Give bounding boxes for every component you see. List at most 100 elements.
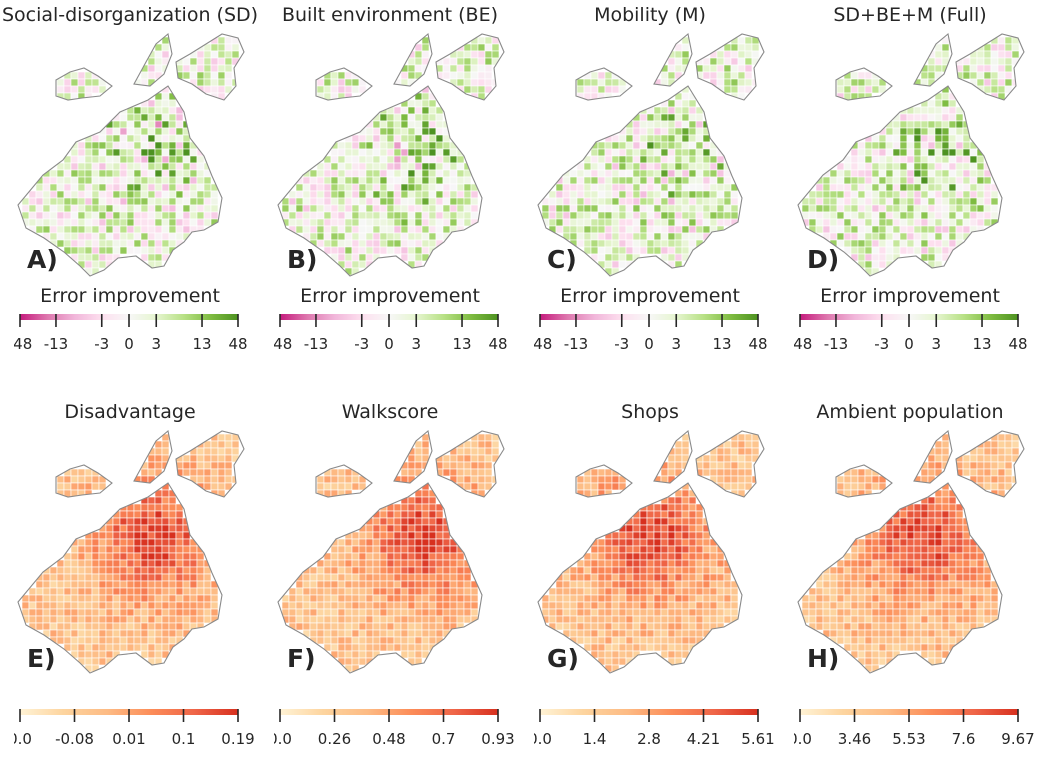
map-cell bbox=[836, 475, 845, 484]
map-cell bbox=[871, 538, 880, 547]
map-cell bbox=[857, 190, 866, 199]
map-cell bbox=[899, 169, 908, 178]
map-cell bbox=[667, 566, 676, 575]
map-cell bbox=[161, 552, 170, 561]
map-cell bbox=[695, 127, 704, 136]
map-cell bbox=[393, 211, 402, 220]
map-cell bbox=[913, 636, 922, 645]
map-cell bbox=[920, 239, 929, 248]
map-cell bbox=[421, 608, 430, 617]
map-cell bbox=[653, 176, 662, 185]
map-cell bbox=[70, 475, 79, 484]
map-cell bbox=[871, 566, 880, 575]
map-cell bbox=[829, 608, 838, 617]
map-cell bbox=[667, 155, 676, 164]
map-cell bbox=[435, 211, 444, 220]
map-cell bbox=[161, 496, 170, 505]
map-cell bbox=[878, 246, 887, 255]
map-cell bbox=[808, 587, 817, 596]
map-cell bbox=[674, 552, 683, 561]
map-cell bbox=[611, 260, 620, 269]
colorbar-tick-label: 0.93 bbox=[481, 730, 514, 748]
map-cell bbox=[695, 608, 704, 617]
map-cell bbox=[702, 211, 711, 220]
map-cell bbox=[84, 608, 93, 617]
map-cell bbox=[133, 587, 142, 596]
map-cell bbox=[189, 190, 198, 199]
map-cell bbox=[822, 601, 831, 610]
map-cell bbox=[98, 580, 107, 589]
map-cell bbox=[948, 148, 957, 157]
map-cell bbox=[154, 552, 163, 561]
map-cell bbox=[688, 183, 697, 192]
map-cell bbox=[407, 468, 416, 477]
map-cell bbox=[667, 650, 676, 659]
map-cell bbox=[590, 169, 599, 178]
map-cell bbox=[611, 155, 620, 164]
map-cell bbox=[899, 615, 908, 624]
map-cell bbox=[309, 587, 318, 596]
map-cell bbox=[569, 225, 578, 234]
map-cell bbox=[723, 85, 732, 94]
map-cell bbox=[625, 615, 634, 624]
map-cell bbox=[850, 559, 859, 568]
map-cell bbox=[667, 629, 676, 638]
map-cell bbox=[885, 155, 894, 164]
map-cell bbox=[344, 78, 353, 87]
map-cell bbox=[344, 657, 353, 666]
map-outline bbox=[575, 67, 633, 101]
map-cell bbox=[618, 552, 627, 561]
map-cell bbox=[337, 629, 346, 638]
map-cell bbox=[98, 246, 107, 255]
map-cell bbox=[941, 99, 950, 108]
map-outline bbox=[955, 430, 1025, 498]
map-outline bbox=[393, 32, 433, 87]
map-cell bbox=[597, 239, 606, 248]
map-cell bbox=[948, 204, 957, 213]
map-cell bbox=[892, 148, 901, 157]
map-cell bbox=[597, 601, 606, 610]
map-cell bbox=[393, 510, 402, 519]
map-cell bbox=[555, 204, 564, 213]
map-cell bbox=[597, 204, 606, 213]
map-cell bbox=[63, 183, 72, 192]
map-cell bbox=[906, 218, 915, 227]
map-cell bbox=[175, 232, 184, 241]
map-cell bbox=[604, 218, 613, 227]
map-cell bbox=[316, 211, 325, 220]
map-cell bbox=[744, 78, 753, 87]
map-cell bbox=[288, 197, 297, 206]
map-cell bbox=[140, 169, 149, 178]
map-cell bbox=[119, 246, 128, 255]
map-cell bbox=[899, 622, 908, 631]
map-cell bbox=[948, 169, 957, 178]
map-cell bbox=[196, 468, 205, 477]
map-cell bbox=[414, 43, 423, 52]
map-cell bbox=[477, 57, 486, 66]
map-cell bbox=[323, 239, 332, 248]
map-cell bbox=[639, 517, 648, 526]
map-cell bbox=[660, 468, 669, 477]
map-cell bbox=[98, 566, 107, 575]
map-cell bbox=[407, 183, 416, 192]
map-cell bbox=[850, 587, 859, 596]
map-cell bbox=[836, 615, 845, 624]
map-cell bbox=[421, 176, 430, 185]
map-cell bbox=[442, 538, 451, 547]
map-cell bbox=[646, 204, 655, 213]
map-cell bbox=[850, 545, 859, 554]
map-cell bbox=[70, 211, 79, 220]
map-cell bbox=[730, 482, 739, 491]
map-cell bbox=[28, 587, 37, 596]
map-cell bbox=[941, 176, 950, 185]
map-cell bbox=[365, 636, 374, 645]
map-cell bbox=[583, 482, 592, 491]
map-cell bbox=[913, 106, 922, 115]
map-cell bbox=[688, 141, 697, 150]
map-cell bbox=[653, 573, 662, 582]
map-cell bbox=[161, 141, 170, 150]
map-cell bbox=[913, 643, 922, 652]
map-cell bbox=[407, 510, 416, 519]
map-cell bbox=[442, 559, 451, 568]
map-cell bbox=[98, 183, 107, 192]
